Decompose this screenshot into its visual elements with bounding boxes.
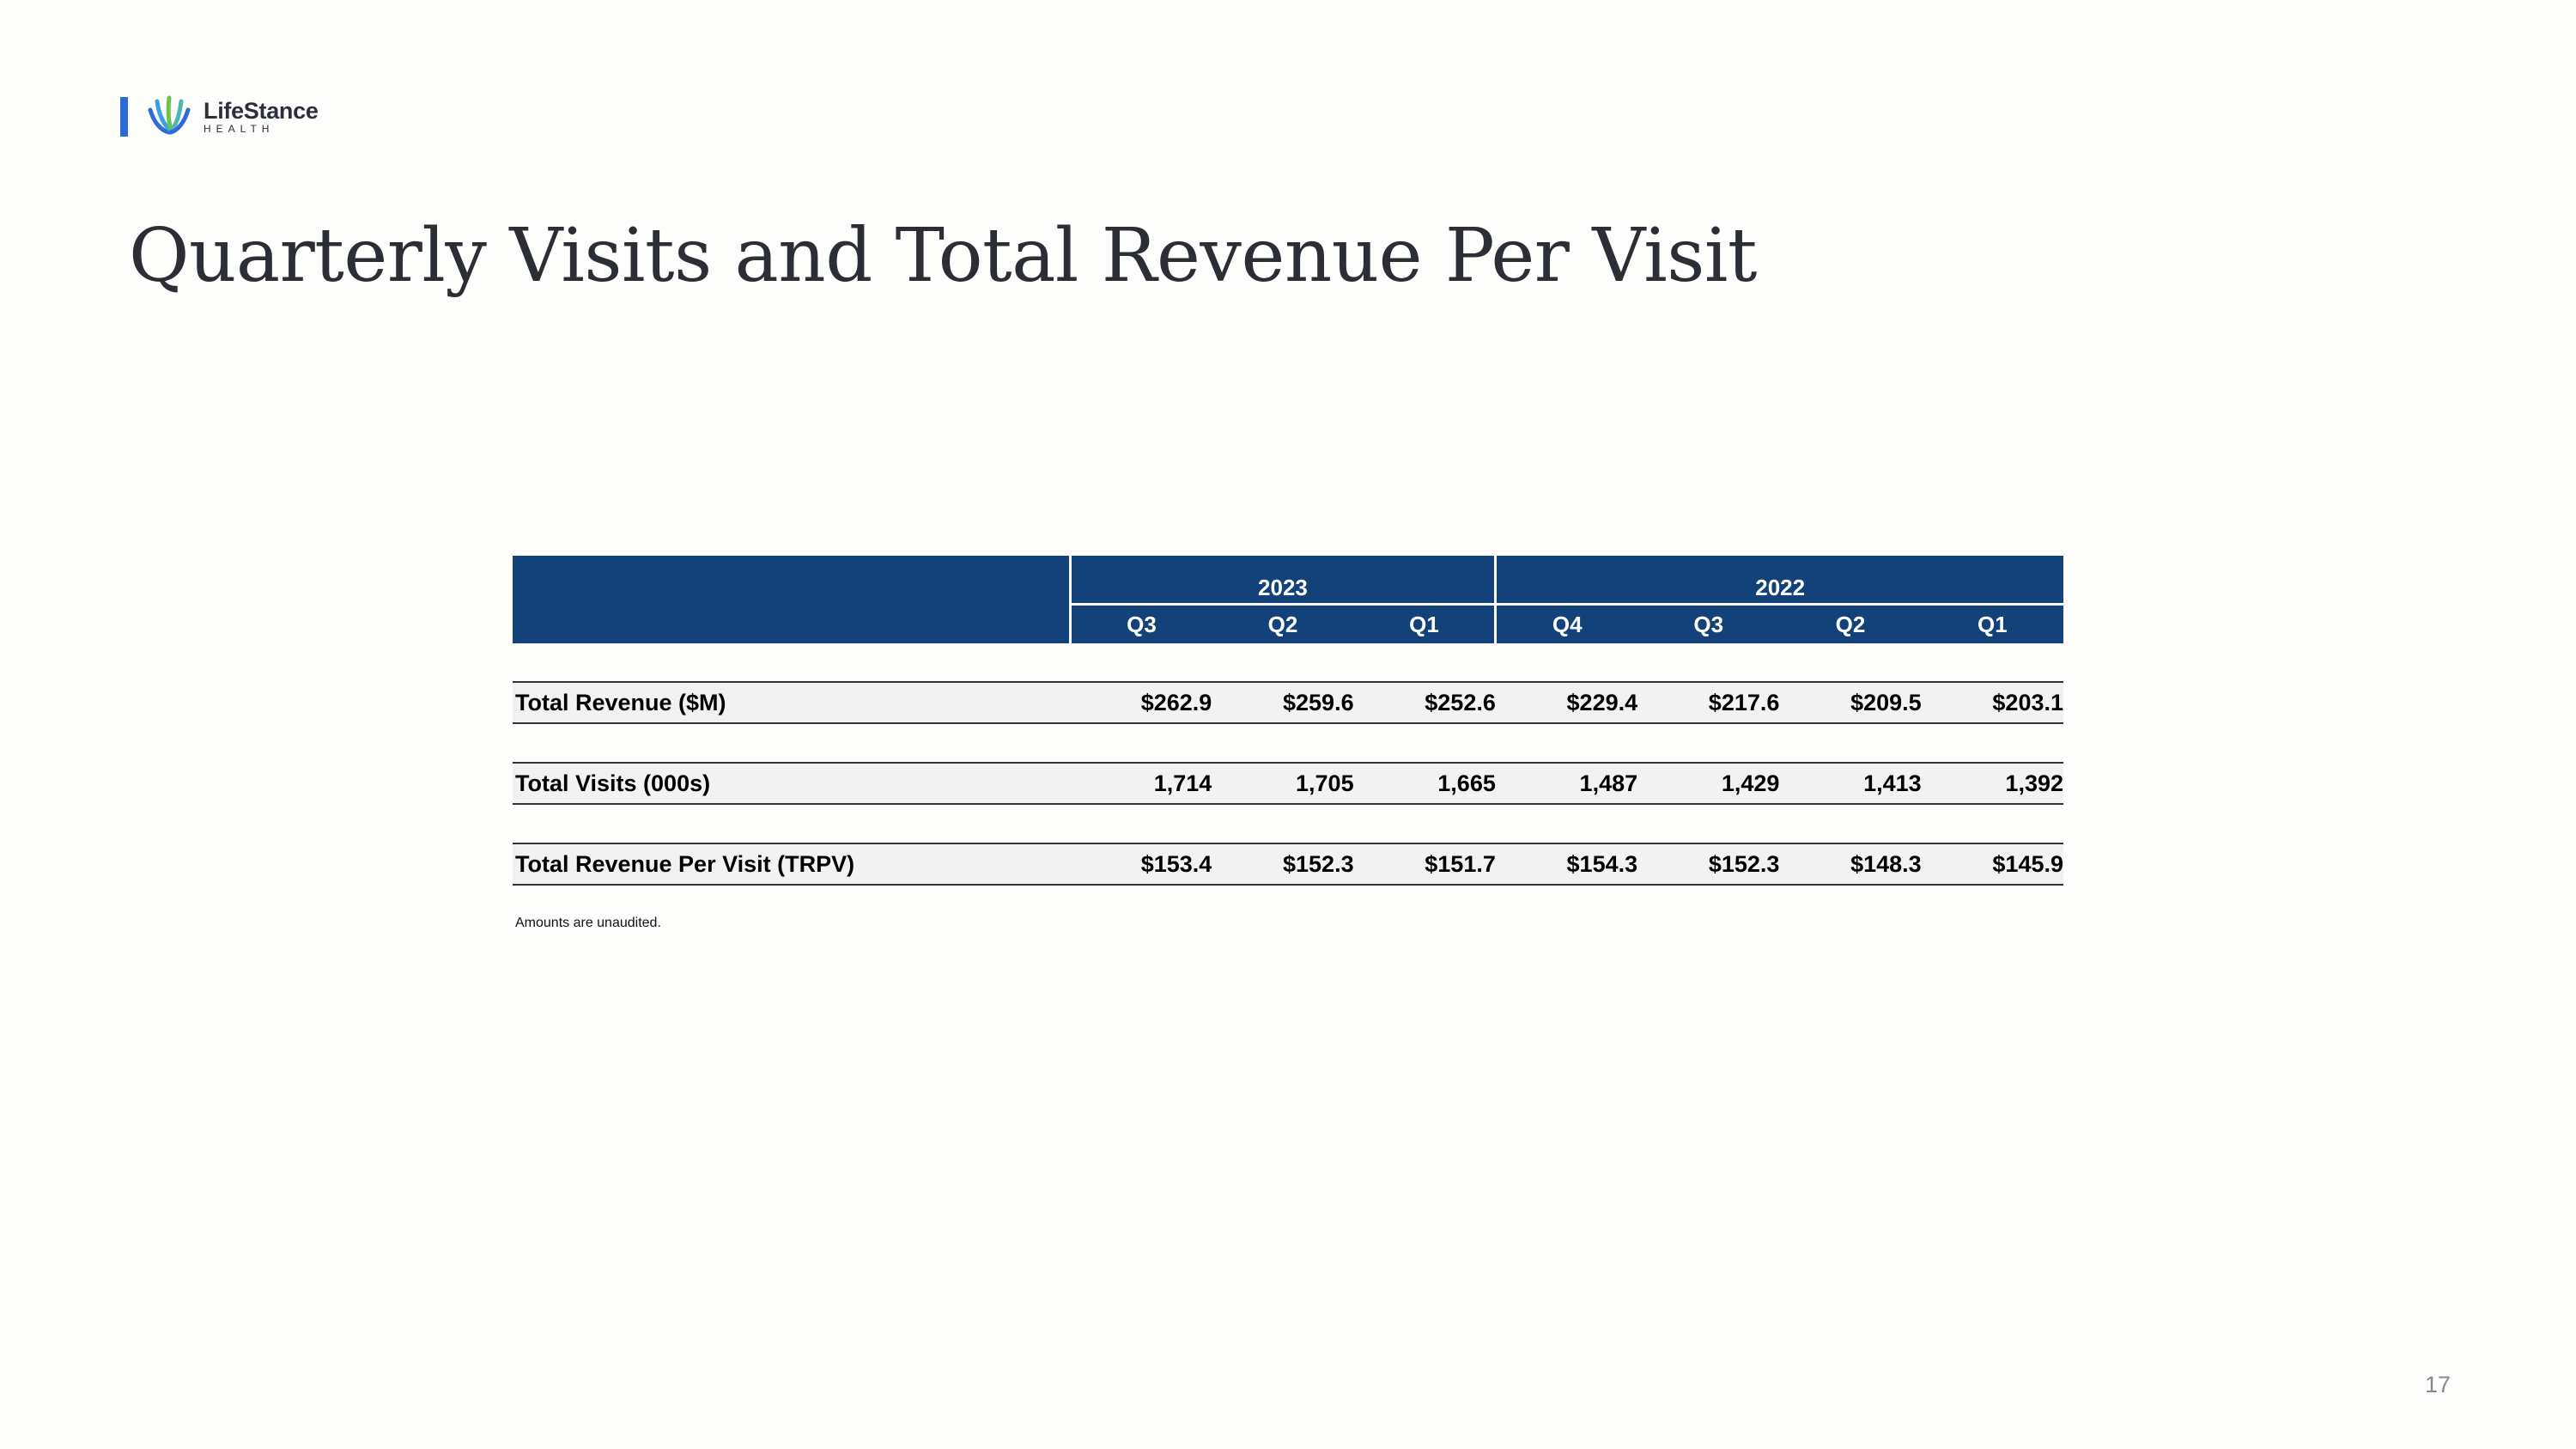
logo: LifeStance HEALTH — [120, 93, 319, 141]
page-number: 17 — [2424, 1372, 2451, 1397]
quarter-header: Q3 — [1637, 603, 1780, 643]
table-cell: $229.4 — [1495, 681, 1638, 724]
footnote: Amounts are unaudited. — [515, 916, 661, 930]
spacer-row — [513, 723, 2063, 763]
spacer-row — [513, 643, 2063, 682]
metrics-table: 2023 2022 Q3 Q2 Q1 Q4 Q3 Q2 Q1 Total Rev… — [513, 556, 2063, 886]
quarter-header: Q1 — [1353, 603, 1496, 643]
table-cell: $252.6 — [1353, 681, 1496, 724]
header-blank-cell — [513, 556, 1071, 643]
page-title: Quarterly Visits and Total Revenue Per V… — [129, 213, 1758, 299]
logo-accent-bar — [120, 97, 128, 137]
table-cell: 1,487 — [1495, 762, 1638, 805]
metrics-table-container: 2023 2022 Q3 Q2 Q1 Q4 Q3 Q2 Q1 Total Rev… — [513, 556, 2063, 886]
table-cell: 1,665 — [1353, 762, 1496, 805]
table-cell: 1,714 — [1070, 762, 1212, 805]
table-cell: 1,392 — [1921, 762, 2063, 805]
year-header-row: 2023 2022 — [513, 556, 2063, 643]
quarter-header: Q2 — [1779, 603, 1922, 643]
lifestance-logo-icon — [148, 95, 191, 135]
spacer-row — [513, 804, 2063, 843]
table-cell: $262.9 — [1070, 681, 1212, 724]
table-cell: $151.7 — [1353, 843, 1496, 886]
table-row-total-visits: Total Visits (000s) 1,714 1,705 1,665 1,… — [513, 762, 2063, 805]
year-header-2023: 2023 — [1068, 556, 1496, 605]
table-cell: $145.9 — [1921, 843, 2063, 886]
quarter-header: Q1 — [1921, 603, 2063, 643]
table-cell: $203.1 — [1921, 681, 2063, 724]
row-label: Total Revenue Per Visit (TRPV) — [513, 843, 1071, 886]
table-cell: $217.6 — [1637, 681, 1780, 724]
table-cell: 1,705 — [1212, 762, 1354, 805]
logo-name: LifeStance — [204, 98, 319, 124]
table-cell: $209.5 — [1779, 681, 1922, 724]
table-cell: $153.4 — [1070, 843, 1212, 886]
table-cell: 1,429 — [1637, 762, 1780, 805]
table-cell: 1,413 — [1779, 762, 1922, 805]
quarter-header: Q4 — [1494, 603, 1638, 643]
quarter-header: Q2 — [1212, 603, 1354, 643]
table-cell: $154.3 — [1495, 843, 1638, 886]
table-cell: $152.3 — [1637, 843, 1780, 886]
quarter-header: Q3 — [1068, 603, 1212, 643]
table-row-trpv: Total Revenue Per Visit (TRPV) $153.4 $1… — [513, 843, 2063, 886]
table-row-total-revenue: Total Revenue ($M) $262.9 $259.6 $252.6 … — [513, 681, 2063, 724]
logo-subtitle: HEALTH — [204, 123, 275, 135]
year-header-2022: 2022 — [1494, 556, 2063, 605]
table-cell: $259.6 — [1212, 681, 1354, 724]
table-cell: $148.3 — [1779, 843, 1922, 886]
row-label: Total Visits (000s) — [513, 762, 1071, 805]
row-label: Total Revenue ($M) — [513, 681, 1071, 724]
quarter-header-row: Q3 Q2 Q1 Q4 Q3 Q2 Q1 — [513, 603, 2063, 643]
table-cell: $152.3 — [1212, 843, 1354, 886]
